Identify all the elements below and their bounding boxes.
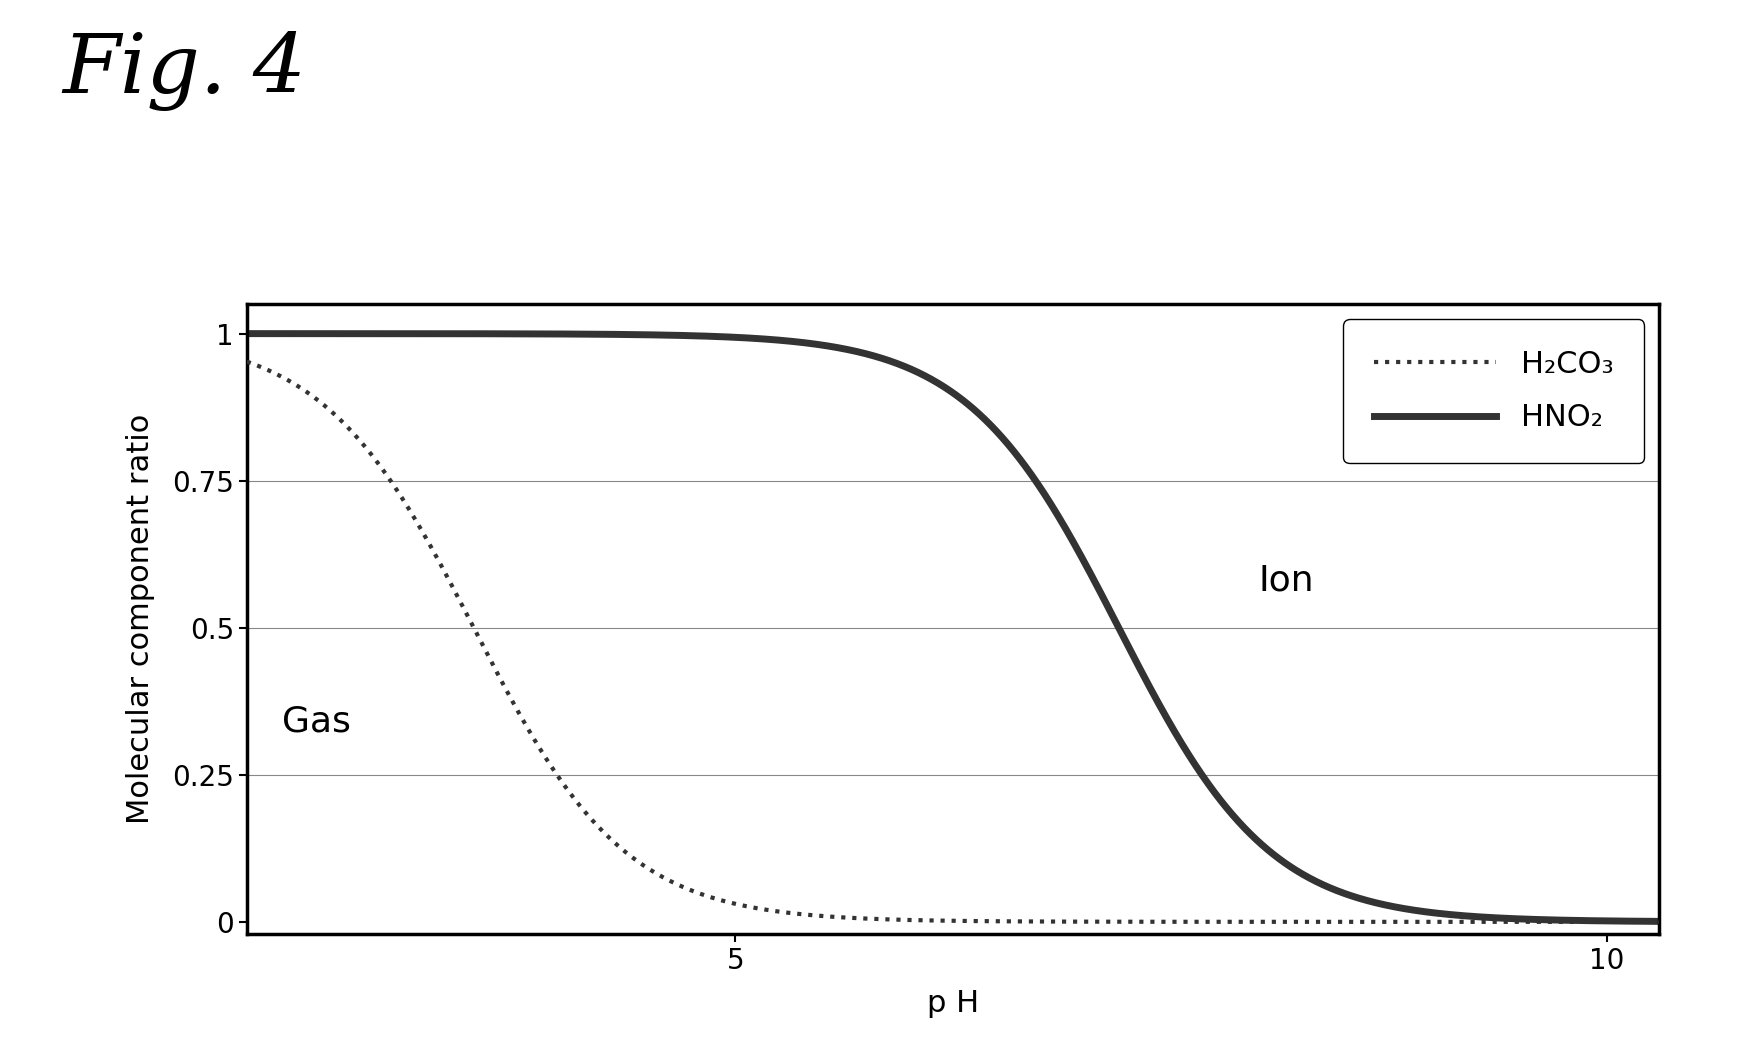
Text: Fig. 4: Fig. 4 (62, 31, 305, 111)
Legend: H₂CO₃, HNO₂: H₂CO₃, HNO₂ (1342, 320, 1642, 463)
Text: Gas: Gas (282, 705, 351, 738)
X-axis label: p H: p H (926, 989, 979, 1018)
Text: Ion: Ion (1258, 563, 1312, 598)
Y-axis label: Molecular component ratio: Molecular component ratio (127, 413, 155, 825)
